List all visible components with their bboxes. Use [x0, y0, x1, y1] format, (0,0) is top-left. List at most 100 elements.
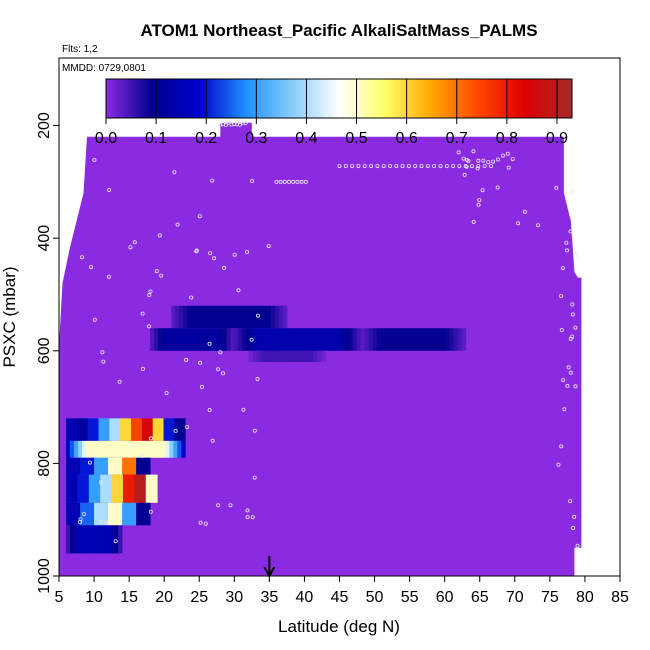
- track-point: [146, 324, 151, 329]
- colorbar-tick-label: 0.7: [446, 130, 468, 147]
- track-point: [98, 519, 103, 524]
- heatmap-cell: [227, 305, 232, 329]
- track-point: [222, 265, 227, 270]
- x-tick-label: 15: [120, 589, 138, 606]
- heatmap-cell: [186, 328, 191, 351]
- heatmap-cell: [328, 328, 334, 351]
- x-tick-label: 30: [225, 589, 243, 606]
- y-tick-label: 200: [36, 112, 53, 139]
- heatmap-cell: [134, 474, 147, 503]
- heatmap-cell: [111, 474, 124, 503]
- track-point: [100, 350, 105, 355]
- heatmap-cell: [169, 440, 174, 458]
- heatmap-cell: [66, 418, 78, 441]
- heatmap-cell: [195, 305, 200, 329]
- track-point: [561, 266, 566, 271]
- x-tick-label: 60: [436, 589, 454, 606]
- track-point: [457, 164, 462, 169]
- track-point: [266, 244, 271, 249]
- heatmap-cell: [260, 350, 265, 363]
- track-point: [218, 350, 223, 355]
- track-point: [80, 255, 85, 260]
- chart-title: ATOM1 Northeast_Pacific AlkaliSaltMass_P…: [140, 21, 537, 40]
- heatmap-cell: [321, 350, 326, 363]
- heatmap-cell: [87, 418, 99, 441]
- track-point: [189, 295, 194, 300]
- track-point: [148, 289, 153, 294]
- track-point: [522, 209, 527, 214]
- track-point: [78, 517, 83, 522]
- location-arrow: [263, 556, 276, 579]
- heatmap-cell: [158, 328, 163, 351]
- heatmap-cell: [69, 440, 75, 458]
- heatmap-cell: [66, 525, 71, 554]
- heatmap-cell: [321, 328, 326, 351]
- heatmap-cell: [254, 328, 259, 351]
- x-tick-label: 5: [55, 589, 64, 606]
- track-point: [481, 158, 486, 163]
- heatmap-cell: [309, 350, 314, 363]
- track-point: [147, 292, 152, 297]
- heatmap-cell: [170, 328, 175, 351]
- track-point: [394, 164, 399, 169]
- track-point: [101, 359, 106, 364]
- track-point: [175, 222, 180, 227]
- heatmap-cell: [272, 350, 278, 363]
- heatmap-cell: [86, 525, 91, 554]
- heatmap-cell: [100, 474, 112, 503]
- heatmap-cell: [108, 457, 123, 475]
- colorbar-tick-label: 0.2: [195, 130, 217, 147]
- track-point: [99, 480, 104, 485]
- track-point: [216, 503, 221, 508]
- track-point: [228, 503, 233, 508]
- track-point: [232, 252, 237, 257]
- track-point: [476, 158, 481, 163]
- heatmap-cell: [425, 328, 430, 351]
- colorbar-tick-label: 0.5: [345, 130, 367, 147]
- track-point: [140, 366, 145, 371]
- heatmap-cell: [325, 328, 330, 351]
- heatmap-cell: [340, 328, 346, 351]
- track-point: [406, 164, 411, 169]
- heatmap-cell: [264, 350, 270, 363]
- heatmap-cell: [174, 418, 186, 441]
- heatmap-cell: [297, 350, 302, 363]
- heatmap-cell: [109, 418, 121, 441]
- track-point: [461, 156, 466, 161]
- heatmap-cell: [173, 440, 178, 458]
- track-point: [249, 337, 254, 342]
- track-point: [536, 223, 541, 228]
- track-point: [575, 543, 580, 548]
- heatmap-cell: [360, 328, 365, 351]
- track-point: [491, 159, 496, 164]
- heatmap-cell: [191, 305, 196, 329]
- x-axis-label: Latitude (deg N): [278, 617, 400, 636]
- x-tick-label: 35: [260, 589, 278, 606]
- heatmap-cell: [122, 457, 137, 475]
- heatmap-cell: [108, 502, 123, 526]
- track-point: [107, 187, 112, 192]
- track-point: [82, 512, 87, 517]
- heatmap-cell: [177, 440, 182, 458]
- heatmap-cell: [207, 305, 212, 329]
- heatmap-cell: [102, 525, 107, 554]
- heatmap-cell: [166, 328, 171, 351]
- heatmap-cell: [309, 328, 314, 351]
- track-point: [245, 515, 250, 520]
- heatmap-cell: [230, 328, 235, 351]
- heatmap-cell: [392, 328, 398, 351]
- heatmap-cell: [364, 328, 370, 351]
- track-point: [425, 164, 430, 169]
- heatmap-cell: [94, 525, 99, 554]
- colorbar-tick-label: 0.1: [145, 130, 167, 147]
- heatmap-cell: [285, 328, 290, 351]
- track-point: [223, 122, 228, 127]
- track-point: [413, 164, 418, 169]
- heatmap-cell: [293, 350, 298, 363]
- heatmap-cell: [137, 440, 142, 458]
- heatmap-cell: [437, 328, 442, 351]
- heatmap-cell: [178, 328, 183, 351]
- heatmap-cell: [336, 328, 342, 351]
- heatmap-cell: [218, 328, 223, 351]
